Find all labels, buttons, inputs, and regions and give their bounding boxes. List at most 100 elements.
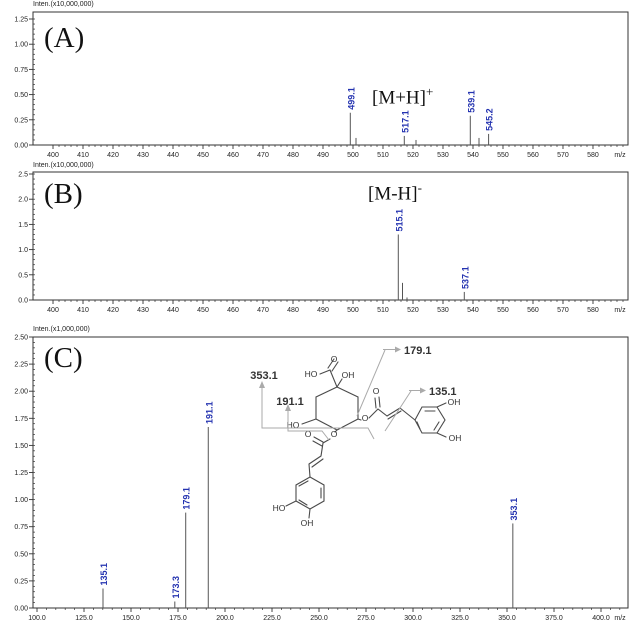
- y-tick-label: 1.25: [14, 470, 28, 477]
- bottom-catechol-ring: [295, 476, 325, 510]
- fragment-line-135: [384, 390, 412, 432]
- y-tick-label: 0.75: [14, 524, 28, 531]
- x-tick-label: 450: [197, 152, 209, 159]
- peak-mz-label: 191.1: [204, 401, 214, 424]
- x-tick-label: 530: [437, 307, 449, 312]
- quinic-ring: [315, 386, 359, 431]
- x-tick-label: 400.0: [592, 615, 610, 622]
- x-tick-label: 460: [227, 307, 239, 312]
- y-tick-label: 0.75: [14, 67, 28, 74]
- panel-a-spectrum: Inten.(x10,000,000) (A) [M+H]+ 400 410 420…: [0, 0, 635, 160]
- spectrum-plot-C: 100.0 125.0 150.0 175.0 200.0 225.0 250.0 275.0…: [14, 335, 629, 622]
- x-tick-label: 420: [107, 152, 119, 159]
- x-tick-label: 530: [437, 152, 449, 159]
- x-axis-unit: m/z: [614, 307, 626, 312]
- right-catechol-aromatic: [416, 410, 440, 431]
- arrowhead-up-icon: [285, 404, 291, 411]
- right-catechol-ring: [414, 406, 446, 434]
- x-tick-label: 300.0: [404, 615, 422, 622]
- x-tick-label: 125.0: [75, 615, 93, 622]
- x-tick-label: 540: [467, 152, 479, 159]
- x-tick-label: 550: [497, 307, 509, 312]
- x-tick-label: 420: [107, 307, 119, 312]
- x-tick-label: 225.0: [263, 615, 281, 622]
- y-tick-label: 2.50: [14, 335, 28, 342]
- y-tick-label: 0.25: [14, 578, 28, 585]
- x-tick-label: 540: [467, 307, 479, 312]
- peak-mz-label: 173.3: [171, 576, 181, 599]
- x-axis-unit: m/z: [614, 152, 626, 159]
- y-tick-label: 2.0: [18, 197, 28, 204]
- x-tick-label: 560: [527, 307, 539, 312]
- fragment-label-179: 179.1: [404, 345, 432, 357]
- atom-label: O: [362, 413, 369, 423]
- x-tick-label: 375.0: [545, 615, 563, 622]
- fragment-label-353: 353.1: [250, 370, 278, 382]
- peak-mz-label: 515.1: [394, 209, 404, 232]
- x-tick-label: 200.0: [216, 615, 234, 622]
- y-tick-label: 1.25: [14, 17, 28, 24]
- x-tick-label: 510: [377, 307, 389, 312]
- x-tick-label: 410: [77, 152, 89, 159]
- fragment-line-353: [261, 400, 375, 440]
- x-tick-label: 520: [407, 152, 419, 159]
- atom-label: O: [331, 429, 338, 439]
- x-tick-label: 325.0: [451, 615, 469, 622]
- x-tick-label: 350.0: [498, 615, 516, 622]
- peak-mz-label: 545.2: [485, 108, 495, 131]
- x-tick-label: 150.0: [122, 615, 140, 622]
- x-tick-label: 400: [47, 307, 59, 312]
- x-tick-label: 460: [227, 152, 239, 159]
- arrowhead-right-icon: [420, 387, 426, 394]
- x-tick-label: 570: [557, 152, 569, 159]
- atom-label: OH: [301, 518, 314, 528]
- x-tick-label: 400: [47, 152, 59, 159]
- peak-mz-label: 135.1: [99, 563, 109, 586]
- x-tick-label: 440: [167, 307, 179, 312]
- adduct-text: [M-H]: [368, 183, 418, 205]
- bottom-catechol-aromatic: [298, 480, 322, 506]
- fragment-line-191: [287, 423, 330, 441]
- carboxyl-bonds: [319, 358, 343, 388]
- adduct-charge: +: [426, 84, 434, 99]
- atom-label: HO: [273, 503, 286, 513]
- spectrum-plot-B: 400 410 420 430 440 450 460 470 480 490 500 510 520 5…: [18, 171, 629, 312]
- x-tick-label: 490: [317, 307, 329, 312]
- x-tick-label: 275.0: [357, 615, 375, 622]
- atom-label: OH: [448, 397, 461, 407]
- y-tick-label: 1.00: [14, 497, 28, 504]
- spectrum-plot-A: 400 410 420 430 440 450 460 470 480 490 500 510 520 5…: [14, 11, 629, 159]
- x-tick-label: 490: [317, 152, 329, 159]
- x-tick-label: 470: [257, 307, 269, 312]
- chemical-structure: O HO OH HO O O OH OH O O HO OH 353.1 191…: [250, 345, 462, 528]
- adduct-charge: -: [417, 180, 422, 195]
- y-tick-label: 0.00: [14, 606, 28, 613]
- peak-mz-label: 353.1: [509, 498, 519, 521]
- x-tick-label: 550: [497, 152, 509, 159]
- x-tick-label: 250.0: [310, 615, 328, 622]
- y-tick-label: 1.50: [14, 443, 28, 450]
- right-caffeoyl-bonds: [357, 396, 416, 421]
- y-tick-label: 0.50: [14, 551, 28, 558]
- y-tick-label: 1.0: [18, 247, 28, 254]
- x-tick-label: 430: [137, 307, 149, 312]
- peak-mz-label: 499.1: [346, 87, 356, 110]
- y-tick-label: 2.00: [14, 389, 28, 396]
- y-axis-label: Inten.(x10,000,000): [33, 1, 94, 8]
- adduct-annotation: [M-H]-: [368, 180, 422, 205]
- atom-label: OH: [449, 433, 462, 443]
- y-tick-label: 2.25: [14, 362, 28, 369]
- x-tick-label: 570: [557, 307, 569, 312]
- atom-label: O: [331, 354, 338, 364]
- panel-tag: (C): [44, 342, 83, 374]
- x-tick-label: 480: [287, 152, 299, 159]
- x-tick-label: 500: [347, 307, 359, 312]
- x-tick-label: 480: [287, 307, 299, 312]
- adduct-annotation: [M+H]+: [372, 84, 433, 109]
- y-tick-label: 2.5: [18, 172, 28, 179]
- atom-label: O: [305, 429, 312, 439]
- x-tick-label: 520: [407, 307, 419, 312]
- plot-frame: [32, 11, 629, 146]
- x-tick-label: 440: [167, 152, 179, 159]
- peak-mz-label: 537.1: [460, 266, 470, 289]
